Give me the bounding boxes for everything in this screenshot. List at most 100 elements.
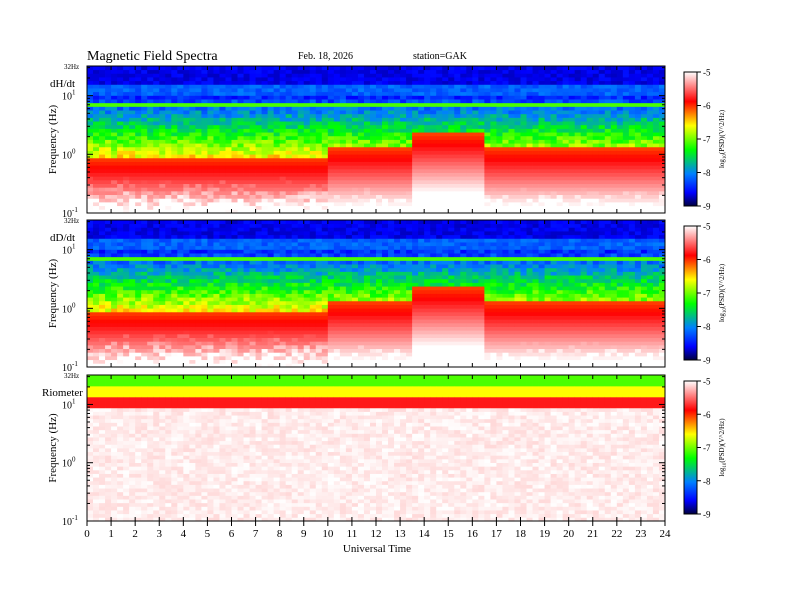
spectrogram-cell bbox=[111, 278, 118, 283]
spectrogram-cell bbox=[357, 139, 365, 144]
spectrogram-cell bbox=[231, 198, 238, 203]
spectrogram-cell bbox=[177, 330, 184, 335]
spectrogram-cell bbox=[532, 91, 539, 96]
spectrogram-cell bbox=[394, 121, 401, 126]
spectrogram-cell bbox=[105, 77, 112, 82]
spectrogram-cell bbox=[604, 102, 612, 107]
spectrogram-cell bbox=[400, 205, 407, 210]
spectrogram-cell bbox=[165, 128, 172, 133]
spectrogram-cell bbox=[249, 154, 256, 159]
spectrogram-cell bbox=[430, 132, 437, 137]
spectrogram-cell bbox=[159, 113, 166, 118]
spectrogram-cell bbox=[93, 249, 100, 254]
spectrogram-cell bbox=[231, 352, 238, 357]
spectrogram-cell bbox=[357, 80, 365, 85]
spectrogram-cell bbox=[622, 135, 630, 140]
colorbar-tick-label: -9 bbox=[703, 202, 711, 212]
spectrogram-cell bbox=[279, 102, 287, 107]
spectrogram-cell bbox=[159, 319, 166, 324]
spectrogram-cell bbox=[544, 84, 551, 89]
spectrogram-cell bbox=[400, 80, 407, 85]
spectrogram-cell bbox=[538, 179, 545, 185]
spectrogram-cell bbox=[376, 190, 383, 196]
spectrogram-cell bbox=[87, 271, 94, 276]
spectrogram-cell bbox=[105, 117, 112, 122]
spectrogram-cell bbox=[285, 150, 293, 155]
spectrogram-cell bbox=[646, 168, 654, 173]
spectrogram-cell bbox=[147, 102, 154, 107]
spectrogram-cell bbox=[177, 209, 184, 214]
spectrogram-cell bbox=[153, 249, 160, 254]
spectrogram-cell bbox=[520, 128, 527, 133]
spectrogram-cell bbox=[135, 117, 142, 122]
spectrogram-cell bbox=[514, 128, 521, 133]
spectrogram-cell bbox=[634, 88, 642, 93]
spectrogram-cell bbox=[406, 165, 413, 170]
spectrogram-cell bbox=[430, 80, 437, 85]
spectrogram-cell bbox=[141, 179, 148, 185]
spectrogram-cell bbox=[586, 84, 594, 89]
spectrogram-cell bbox=[195, 256, 202, 261]
spectrogram-cell bbox=[598, 198, 606, 203]
spectrogram-cell bbox=[478, 99, 485, 104]
spectrogram-cell bbox=[207, 348, 214, 353]
spectrogram-cell bbox=[255, 201, 262, 207]
spectrogram-cell bbox=[213, 282, 220, 287]
spectrogram-cell bbox=[478, 194, 485, 199]
spectrogram-cell bbox=[460, 201, 467, 207]
spectrogram-cell bbox=[165, 256, 172, 261]
spectrogram-cell bbox=[279, 95, 287, 100]
spectrogram-cell bbox=[231, 348, 238, 353]
spectrogram-cell bbox=[123, 128, 130, 133]
spectrogram-cell bbox=[141, 161, 148, 166]
spectrogram-cell bbox=[177, 183, 184, 188]
spectrogram-cell bbox=[87, 106, 94, 111]
spectrogram-cell bbox=[556, 128, 564, 133]
spectrogram-cell bbox=[111, 84, 118, 89]
spectrogram-cell bbox=[159, 264, 166, 269]
spectrogram-cell bbox=[231, 209, 238, 214]
spectrogram-cell bbox=[93, 297, 100, 302]
spectrogram-cell bbox=[634, 95, 642, 100]
spectrogram-cell bbox=[237, 308, 244, 313]
spectrogram-cell bbox=[388, 143, 395, 148]
spectrogram-cell bbox=[634, 150, 642, 155]
spectrogram-cell bbox=[460, 205, 467, 210]
spectrogram-cell bbox=[117, 359, 124, 364]
spectrogram-cell bbox=[562, 117, 570, 122]
spectrogram-cell bbox=[400, 91, 407, 96]
spectrogram-cell bbox=[117, 88, 124, 93]
spectrogram-cell bbox=[141, 363, 148, 368]
spectrogram-cell bbox=[646, 102, 654, 107]
spectrogram-cell bbox=[622, 124, 630, 129]
spectrogram-cell bbox=[213, 344, 220, 350]
spectrogram-cell bbox=[123, 201, 130, 207]
spectrogram-cell bbox=[580, 66, 588, 71]
spectrogram-cell bbox=[363, 194, 371, 199]
spectrogram-cell bbox=[580, 154, 588, 159]
spectrogram-cell bbox=[201, 146, 208, 151]
spectrogram-cell bbox=[628, 154, 636, 159]
spectrogram-cell bbox=[622, 194, 630, 199]
spectrogram-cell bbox=[111, 234, 118, 239]
spectrogram-cell bbox=[201, 128, 208, 133]
spectrogram-cell bbox=[195, 172, 202, 177]
spectrogram-cell bbox=[532, 172, 539, 177]
spectrogram-cell bbox=[652, 146, 660, 151]
spectrogram-cell bbox=[243, 143, 250, 148]
spectrogram-cell bbox=[321, 132, 329, 137]
spectrogram-cell bbox=[135, 190, 142, 196]
spectrogram-cell bbox=[646, 117, 654, 122]
spectrogram-cell bbox=[219, 231, 226, 236]
spectrogram-cell bbox=[472, 143, 479, 148]
spectrogram-cell bbox=[562, 172, 570, 177]
spectrogram-cell bbox=[562, 91, 570, 96]
spectrogram-cell bbox=[135, 330, 142, 335]
spectrogram-cell bbox=[309, 95, 317, 100]
spectrogram-cell bbox=[400, 69, 407, 74]
spectrogram-cell bbox=[562, 99, 570, 104]
spectrogram-cell bbox=[231, 271, 238, 276]
spectrogram-cell bbox=[544, 194, 551, 199]
spectrogram-cell bbox=[141, 348, 148, 353]
spectrogram-cell bbox=[87, 132, 94, 137]
